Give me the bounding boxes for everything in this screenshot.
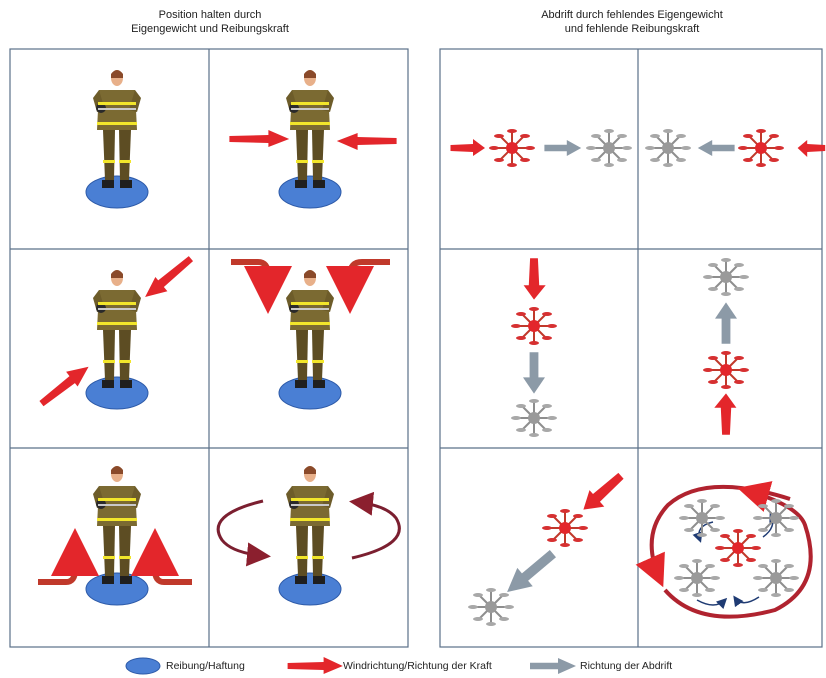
legend-drift-label: Richtung der Abdrift [580, 660, 673, 672]
wind-arrow [229, 130, 290, 147]
wind-arrow [139, 251, 198, 305]
left-title-line2: Eigengewicht und Reibungskraft [131, 23, 289, 35]
right-title-line1: Abdrift durch fehlendes Eigengewicht [541, 9, 723, 21]
cell-right-r1c2 [644, 128, 826, 168]
cell-right-r2c1 [510, 258, 558, 438]
drone-gray [585, 128, 633, 168]
wind-arrow [35, 358, 95, 411]
friction-disc [85, 175, 149, 209]
right-title-line2: und fehlende Reibungskraft [564, 23, 700, 35]
cell-left-r2c1 [35, 251, 198, 411]
cell-left-r2c2 [231, 259, 390, 410]
left-title-line1: Position halten durch [158, 9, 262, 21]
cell-left-r3c1 [38, 466, 192, 606]
legend-friction-label: Reibung/Haftung [166, 660, 245, 672]
wind-arrow-rotating [216, 499, 271, 567]
legend-drift-icon [530, 658, 576, 674]
drone-red [488, 128, 536, 168]
wind-arrow [336, 133, 397, 150]
right-grid [439, 48, 823, 648]
cell-right-r2c2 [702, 257, 750, 435]
cell-right-r3c2 [635, 481, 813, 619]
firefighter-figure [93, 70, 141, 188]
cell-left-r3c2 [216, 466, 401, 606]
wind-arrow-curved [38, 528, 99, 585]
cell-left-r1c1 [85, 70, 149, 209]
legend-wind-label: Windrichtung/Richtung der Kraft [343, 660, 492, 672]
left-grid [9, 48, 409, 648]
legend-wind-icon [287, 657, 343, 674]
wind-arrow-curved [231, 259, 292, 314]
cell-right-r1c1 [450, 128, 633, 168]
cell-left-r1c2 [229, 70, 397, 209]
wind-arrow-curved [326, 259, 390, 314]
right-panel-title: Abdrift durch fehlendes Eigengewicht und… [440, 8, 824, 36]
legend-friction-icon [125, 657, 161, 675]
wind-arrow-rotating [349, 491, 401, 560]
left-panel-title: Position halten durch Eigengewicht und R… [10, 8, 410, 36]
wind-arrow-curved [131, 528, 192, 585]
cell-right-r3c1 [467, 468, 629, 627]
